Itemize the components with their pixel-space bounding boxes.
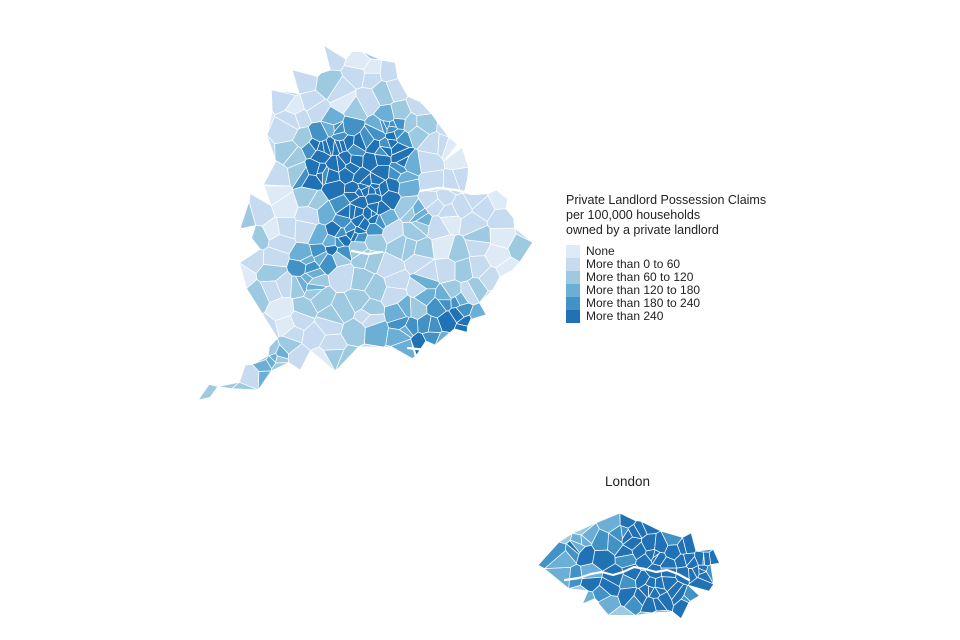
map-region[interactable] [435, 284, 451, 300]
map-region[interactable] [640, 597, 656, 613]
legend-row[interactable]: More than 240 [566, 308, 816, 323]
map-region[interactable] [667, 581, 683, 600]
map-region[interactable] [576, 545, 595, 566]
map-region[interactable] [428, 316, 442, 333]
legend-label: None [586, 243, 615, 258]
legend-swatch [566, 309, 580, 323]
map-region[interactable] [544, 567, 570, 588]
map-region[interactable] [538, 542, 566, 569]
map-region[interactable] [391, 148, 415, 163]
map-region[interactable] [621, 526, 629, 539]
map-region[interactable] [287, 259, 306, 276]
legend-title: Private Landlord Possession Claims per 1… [566, 193, 767, 238]
map-region[interactable] [305, 159, 320, 176]
map-region[interactable] [391, 339, 415, 358]
map-region[interactable] [370, 183, 379, 189]
legend-swatch [566, 257, 580, 271]
map-region[interactable] [306, 284, 327, 290]
map-region[interactable] [364, 124, 385, 141]
map-region[interactable] [451, 297, 460, 309]
map-region[interactable] [655, 531, 668, 553]
map-region[interactable] [232, 382, 258, 390]
map-region[interactable] [306, 268, 326, 278]
legend-row[interactable]: More than 120 to 180 [566, 282, 816, 297]
map-region[interactable] [359, 344, 384, 347]
map-region[interactable] [400, 207, 414, 223]
map-region[interactable] [596, 513, 620, 533]
london-inset-title: London [604, 474, 651, 489]
map-region[interactable] [427, 297, 447, 318]
map-region[interactable] [442, 137, 458, 161]
map-region[interactable] [435, 258, 455, 283]
map-region[interactable] [570, 540, 585, 553]
map-region[interactable] [480, 290, 493, 303]
map-region[interactable] [333, 140, 340, 156]
map-region[interactable] [252, 360, 271, 372]
map-region[interactable] [405, 317, 418, 336]
map-region[interactable] [416, 213, 433, 226]
legend-label: More than 0 to 60 [586, 256, 681, 271]
map-region[interactable] [569, 564, 582, 588]
map-region[interactable] [358, 183, 369, 190]
main-map-regions [198, 45, 533, 400]
london-inset-river-thames [563, 565, 691, 582]
map-region[interactable] [355, 233, 368, 243]
map-region[interactable] [595, 599, 599, 604]
legend-items: None More than 0 to 60 More than 60 to 120… [566, 243, 816, 323]
map-region[interactable] [316, 305, 344, 325]
map-region[interactable] [310, 244, 327, 258]
map-region[interactable] [695, 551, 704, 565]
map-region[interactable] [383, 345, 390, 347]
map-region[interactable] [593, 550, 616, 571]
legend-label: More than 60 to 120 [586, 269, 694, 284]
legend-swatch [566, 244, 580, 258]
legend-label: More than 180 to 240 [586, 295, 701, 310]
map-region[interactable] [672, 599, 688, 618]
map-region[interactable] [645, 577, 655, 588]
legend-row[interactable]: More than 180 to 240 [566, 295, 816, 310]
legend-label: More than 240 [586, 308, 664, 323]
map-region[interactable] [583, 591, 595, 604]
map-region[interactable] [262, 313, 279, 339]
map-region[interactable] [380, 60, 398, 82]
map-region[interactable] [198, 384, 218, 400]
map-region[interactable] [258, 371, 271, 390]
map-region[interactable] [454, 324, 467, 333]
map-region[interactable] [373, 104, 394, 122]
map-region[interactable] [652, 610, 672, 613]
legend-row[interactable]: More than 0 to 60 [566, 256, 816, 271]
map-region[interactable] [704, 552, 711, 566]
map-region[interactable] [269, 353, 277, 362]
map-region[interactable] [683, 533, 696, 554]
map-region[interactable] [363, 152, 378, 171]
main-map-rivers [350, 186, 500, 362]
legend-label: More than 120 to 180 [586, 282, 701, 297]
legend-row[interactable]: None [566, 243, 816, 258]
map-region[interactable] [321, 121, 335, 137]
legend: Private Landlord Possession Claims per 1… [566, 193, 816, 323]
legend-swatch [566, 270, 580, 284]
map-region[interactable] [324, 45, 346, 70]
map-region[interactable] [292, 167, 309, 190]
map-region[interactable] [335, 345, 358, 372]
map-region[interactable] [331, 132, 348, 141]
map-region[interactable] [345, 162, 360, 174]
main-map[interactable] [120, 10, 580, 490]
legend-row[interactable]: More than 60 to 120 [566, 269, 816, 284]
london-inset-regions [538, 513, 719, 619]
map-region[interactable] [386, 178, 400, 194]
london-inset-map[interactable] [505, 492, 750, 640]
map-region[interactable] [358, 217, 369, 231]
map-region[interactable] [699, 568, 707, 574]
legend-swatch [566, 296, 580, 310]
legend-swatch [566, 283, 580, 297]
map-region[interactable] [620, 513, 637, 521]
